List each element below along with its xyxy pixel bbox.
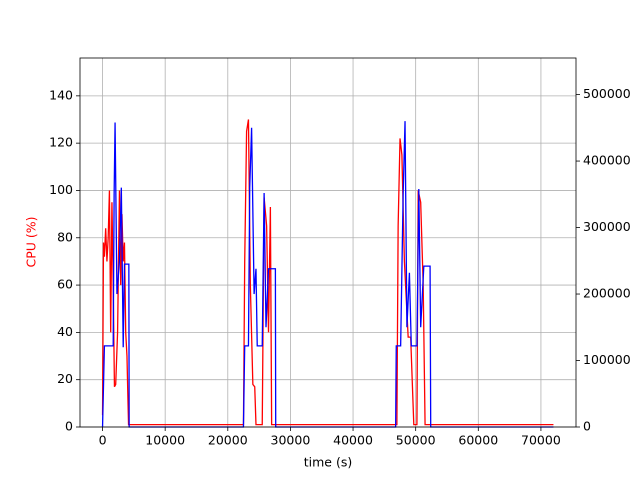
- y2-tick-label: 200000: [583, 286, 631, 301]
- y2-tick-label: 300000: [583, 219, 631, 234]
- x-tick-label: 20000: [208, 433, 248, 448]
- y2-tick-label: 500000: [583, 86, 631, 101]
- x-tick-label: 30000: [271, 433, 311, 448]
- y2-tick-label: 100000: [583, 352, 631, 367]
- plot-frame: [79, 57, 577, 428]
- y-tick-label: 100: [49, 182, 73, 197]
- lines: [101, 119, 554, 428]
- x-tick-label: 60000: [458, 433, 498, 448]
- x-tick-label: 40000: [333, 433, 373, 448]
- y-tick-label: 80: [57, 229, 73, 244]
- y-tick-label: 40: [57, 324, 73, 339]
- y-tick-label: 20: [57, 371, 73, 386]
- y-tick-label: 0: [65, 419, 73, 434]
- y-tick-label: 120: [49, 135, 73, 150]
- data-line: [101, 121, 554, 428]
- x-axis-label: time (s): [304, 455, 352, 470]
- x-tick-label: 70000: [521, 433, 561, 448]
- y-axis-label: CPU (%): [24, 216, 39, 267]
- grid: [80, 58, 576, 428]
- y-tick-label: 140: [49, 87, 73, 102]
- x-tick-label: 50000: [396, 433, 436, 448]
- x-tick-label: 0: [99, 433, 107, 448]
- y-tick-label: 60: [57, 277, 73, 292]
- y2-tick-label: 0: [583, 419, 591, 434]
- x-tick-label: 10000: [145, 433, 185, 448]
- y2-tick-label: 400000: [583, 153, 631, 168]
